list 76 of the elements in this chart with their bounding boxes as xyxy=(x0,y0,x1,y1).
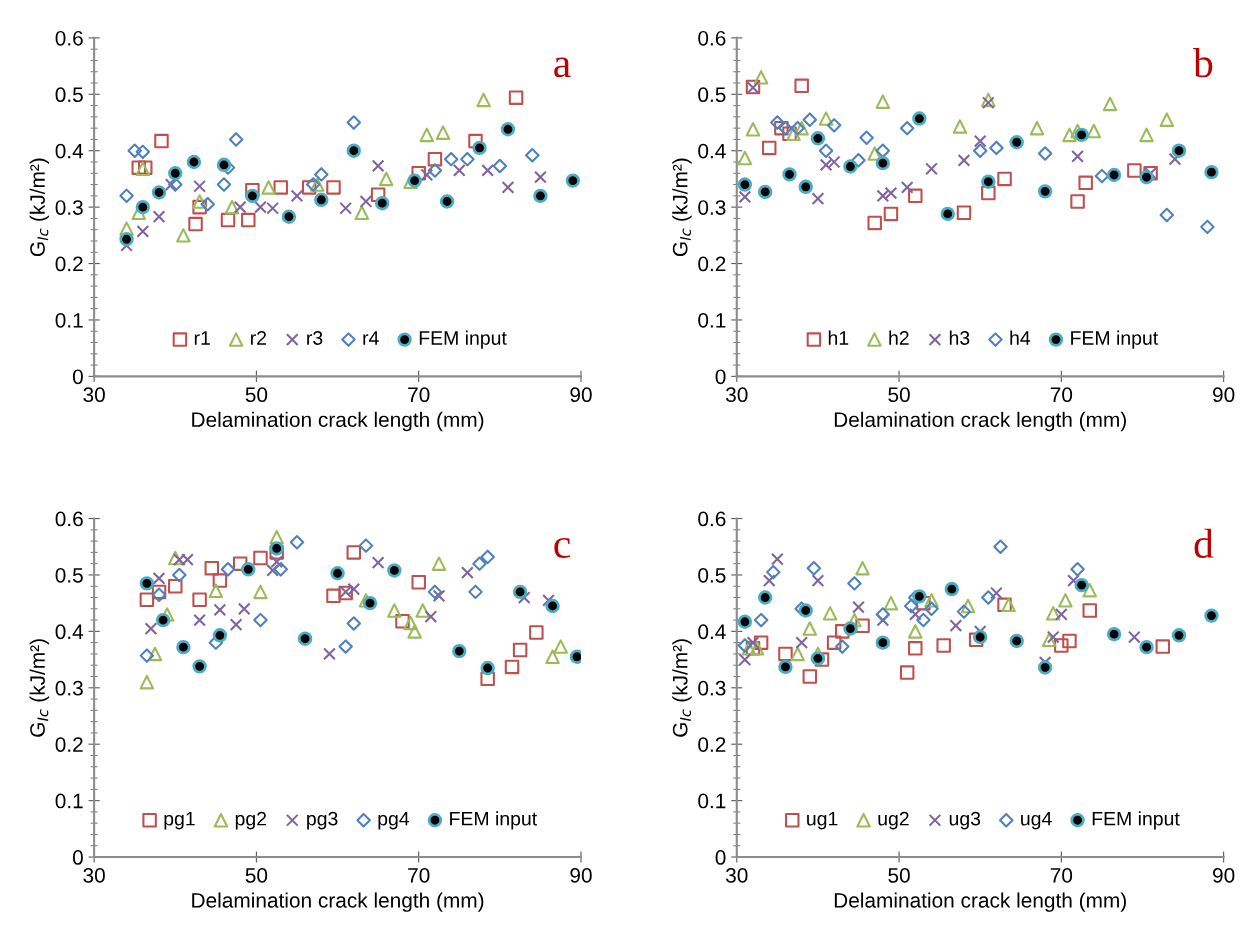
x-tick-label: 30 xyxy=(83,387,105,403)
legend-label: ug1 xyxy=(807,811,838,830)
annotation: c xyxy=(554,537,570,559)
annotation: b xyxy=(1193,48,1213,78)
y-tick-label: 0.2 xyxy=(698,737,726,752)
legend-label: h2 xyxy=(889,330,909,345)
y-tick-label: 0.6 xyxy=(55,511,83,527)
legend-label: ug4 xyxy=(1021,811,1052,830)
y-tick-label: 0 xyxy=(72,369,83,385)
legend-label: h1 xyxy=(828,330,849,345)
y-tick-label: 0.1 xyxy=(55,793,83,809)
x-tick-label: 70 xyxy=(1050,868,1073,883)
legend-label: FEM input xyxy=(1092,811,1180,830)
legend-label: pg4 xyxy=(378,811,410,830)
x-axis-title: Delamination crack length (mm) xyxy=(192,411,484,432)
legend-label: FEM input xyxy=(450,811,538,830)
y-tick-label: 0.4 xyxy=(698,624,726,640)
y-axis-title: G$_{Ic}$ (kJ/m²) xyxy=(29,639,50,737)
x-tick-label: 70 xyxy=(1050,387,1073,403)
y-tick-label: 0.3 xyxy=(698,680,726,696)
y-tick-label: 0 xyxy=(715,369,726,385)
y-tick-label: 0.5 xyxy=(55,87,83,103)
x-tick-label: 90 xyxy=(570,387,592,403)
legend-label: h3 xyxy=(949,330,970,345)
y-tick-label: 0.5 xyxy=(55,567,83,583)
y-axis-title: G$_{Ic}$ (kJ/m²) xyxy=(672,639,692,737)
x-tick-label: 90 xyxy=(1213,387,1235,403)
y-tick-label: 0 xyxy=(72,850,83,865)
annotation: d xyxy=(1194,528,1214,559)
legend-label: pg2 xyxy=(235,811,267,830)
y-tick-label: 0.4 xyxy=(55,624,84,640)
y-tick-label: 0.5 xyxy=(698,87,726,103)
legend-label: h4 xyxy=(1010,330,1031,345)
y-tick-label: 0.3 xyxy=(55,680,83,696)
legend-label: FEM input xyxy=(419,330,507,349)
legend-label: ug3 xyxy=(949,811,981,830)
x-tick-label: 50 xyxy=(888,387,910,403)
y-tick-label: 0.6 xyxy=(698,511,726,527)
legend-label: pg1 xyxy=(164,811,195,830)
y-axis-title: G$_{Ic}$ (kJ/m²) xyxy=(672,158,692,257)
x-tick-label: 50 xyxy=(888,868,910,883)
y-tick-label: 0.2 xyxy=(698,256,726,272)
y-tick-label: 0.3 xyxy=(698,200,726,215)
legend-label: pg3 xyxy=(307,811,338,830)
y-tick-label: 0 xyxy=(715,850,726,865)
y-tick-label: 0.3 xyxy=(55,200,83,215)
y-tick-label: 0.1 xyxy=(698,312,726,328)
y-tick-label: 0.6 xyxy=(55,30,83,46)
legend-label: r1 xyxy=(194,331,210,345)
y-tick-label: 0.1 xyxy=(55,312,83,328)
y-tick-label: 0.4 xyxy=(698,143,726,159)
legend-label: ug2 xyxy=(878,811,909,830)
y-tick-label: 0.5 xyxy=(698,567,726,583)
x-axis-title: Delamination crack length (mm) xyxy=(834,411,1126,432)
y-tick-label: 0.2 xyxy=(55,256,83,272)
legend-label: r3 xyxy=(307,331,323,345)
x-tick-label: 50 xyxy=(245,868,268,883)
x-tick-label: 30 xyxy=(725,868,748,883)
x-tick-label: 90 xyxy=(570,868,592,883)
x-tick-label: 30 xyxy=(83,868,105,883)
y-tick-label: 0.2 xyxy=(55,737,83,752)
y-axis-title: G$_{Ic}$ (kJ/m²) xyxy=(29,158,50,257)
y-tick-label: 0.1 xyxy=(698,793,726,809)
x-axis-title: Delamination crack length (mm) xyxy=(834,892,1126,912)
x-tick-label: 70 xyxy=(408,868,430,883)
x-tick-label: 50 xyxy=(245,387,268,403)
legend-label: FEM input xyxy=(1071,330,1159,349)
x-tick-label: 90 xyxy=(1213,868,1235,883)
x-tick-label: 70 xyxy=(408,387,430,403)
y-tick-label: 0.4 xyxy=(55,143,84,159)
y-tick-label: 0.6 xyxy=(698,30,726,46)
legend-label: r4 xyxy=(363,331,379,345)
legend-label: r2 xyxy=(251,331,267,345)
x-tick-label: 30 xyxy=(725,387,748,403)
x-axis-title: Delamination crack length (mm) xyxy=(192,892,484,912)
annotation: a xyxy=(554,57,571,78)
